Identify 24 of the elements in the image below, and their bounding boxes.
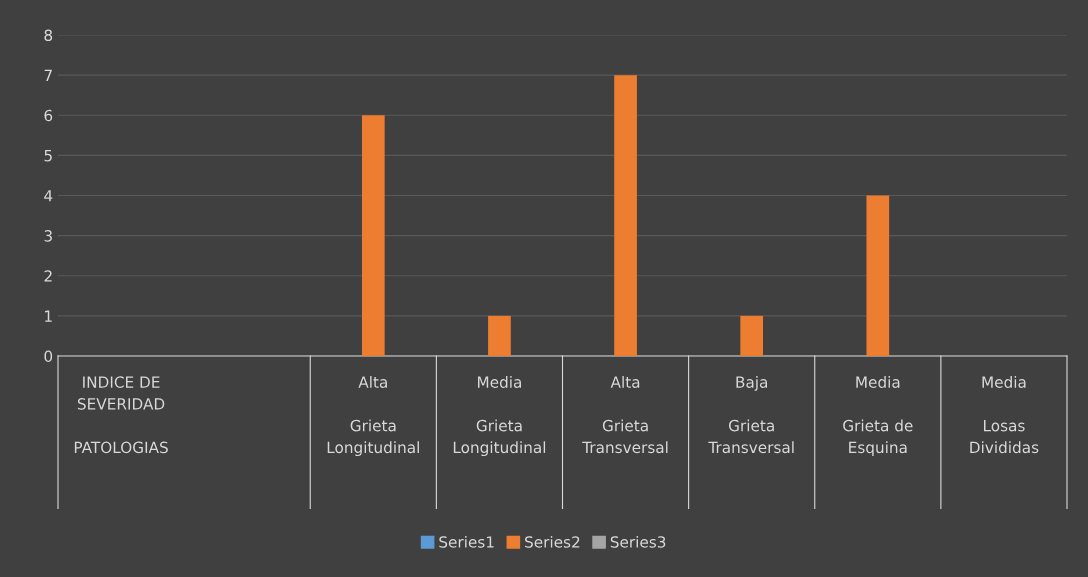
bar [614,75,637,356]
category-label: Media Grieta de Esquina [843,376,913,457]
y-tick-label: 0 [44,350,53,363]
category-label: Media Grieta Longitudinal [453,376,546,457]
category-label: Alta Grieta Longitudinal [327,376,419,457]
bar [866,195,890,356]
y-tick-label: 6 [44,109,53,122]
category-label: Baja Grieta Transversal [708,376,794,454]
legend-label: Series1 [439,535,494,548]
y-tick-label: 7 [44,69,52,81]
y-tick-label: 5 [44,150,52,162]
y-tick-label: 3 [44,230,52,242]
bar [361,115,385,356]
y-tick-label: 1 [45,310,52,322]
y-tick-label: 8 [44,29,53,42]
category-label: Media Losas Divididas [970,376,1039,454]
y-tick-label: 2 [44,270,52,282]
y-tick-label: 4 [44,190,53,202]
legend-label: Series3 [610,535,666,548]
legend-label: Series2 [525,535,580,548]
category-label: Alta Grieta Transversal [582,376,668,454]
bar [740,315,764,356]
category-label: INDICE DE SEVERIDAD PATOLOGIAS [74,376,168,454]
bar [488,315,511,356]
